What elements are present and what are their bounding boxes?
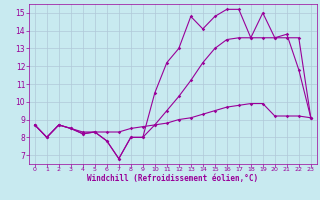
X-axis label: Windchill (Refroidissement éolien,°C): Windchill (Refroidissement éolien,°C): [87, 174, 258, 183]
